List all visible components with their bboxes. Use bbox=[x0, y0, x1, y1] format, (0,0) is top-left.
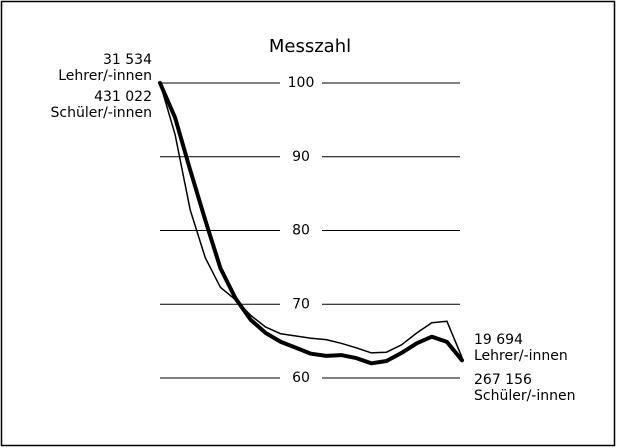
annotation: Lehrer/-innen bbox=[58, 68, 152, 84]
y-tick-label: 100 bbox=[288, 75, 315, 91]
annotation: 31 534 bbox=[103, 52, 152, 68]
y-tick-label: 90 bbox=[292, 149, 310, 165]
line-series bbox=[159, 82, 463, 359]
annotation: 267 156 bbox=[474, 372, 532, 388]
annotation: 19 694 bbox=[474, 332, 523, 348]
y-tick-label: 60 bbox=[292, 370, 310, 386]
line-series bbox=[158, 81, 464, 366]
y-tick-label: 70 bbox=[292, 296, 310, 312]
annotation: 431 022 bbox=[94, 89, 152, 105]
annotation: Schüler/-innen bbox=[51, 105, 152, 121]
annotation: Lehrer/-innen bbox=[474, 348, 568, 364]
annotation: Schüler/-innen bbox=[474, 388, 575, 404]
y-tick-label: 80 bbox=[292, 223, 310, 239]
chart-title: Messzahl bbox=[269, 36, 351, 57]
